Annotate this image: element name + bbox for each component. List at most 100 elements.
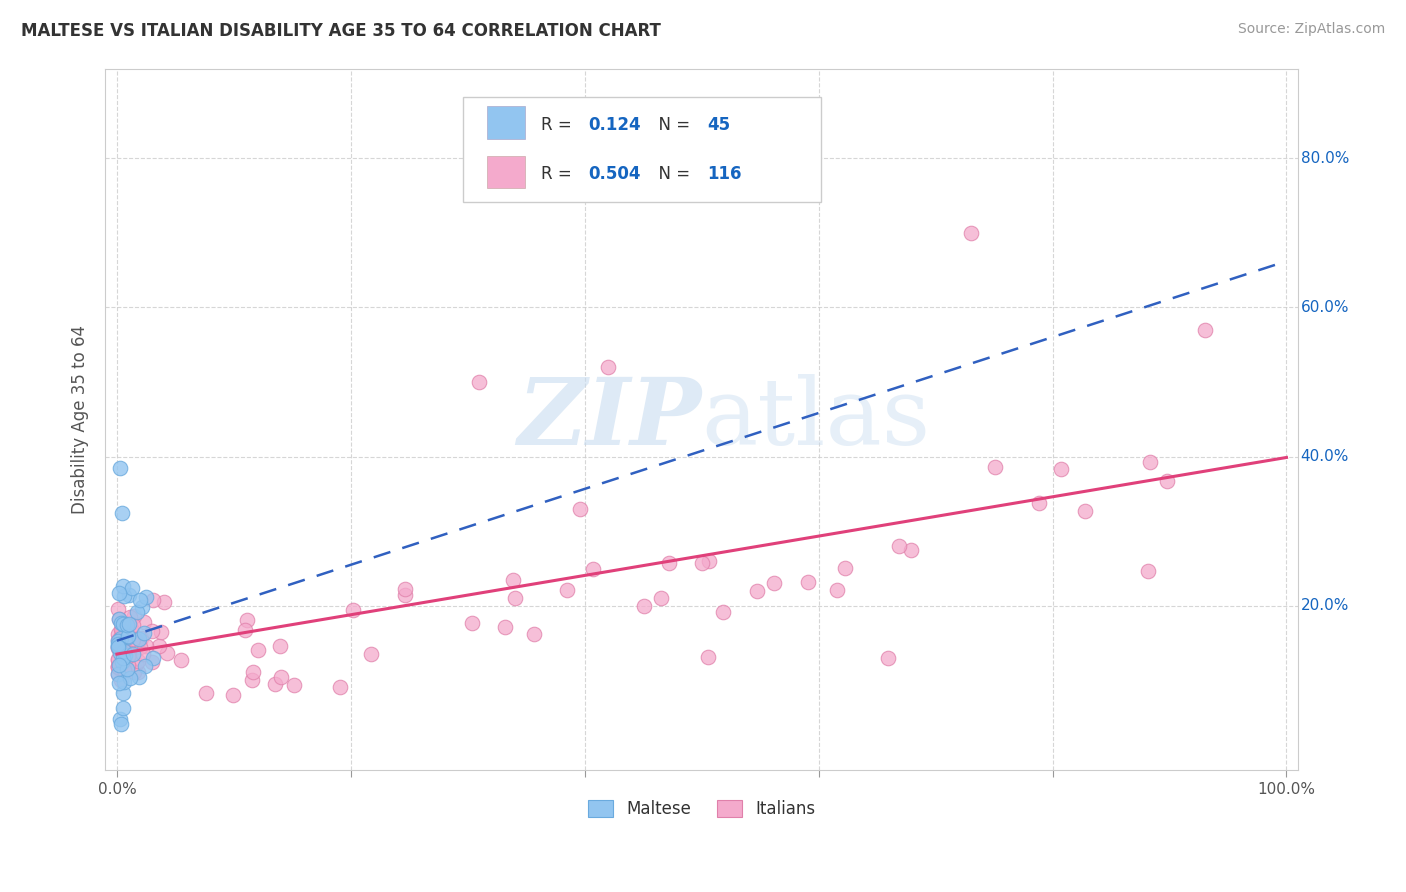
Point (127, 654, 149, 668)
Point (1050, 462, 1073, 476)
Point (115, 642, 138, 657)
Point (107, 634, 129, 648)
Text: 45: 45 (707, 116, 731, 134)
Point (131, 599, 153, 614)
Point (269, 639, 291, 653)
Point (122, 632, 145, 647)
Point (1028, 496, 1050, 510)
Point (112, 589, 135, 603)
Text: 0.504: 0.504 (588, 165, 641, 183)
Point (959, 226, 981, 240)
Point (745, 584, 768, 599)
Point (112, 635, 135, 649)
Point (153, 595, 176, 609)
Point (107, 653, 129, 667)
Point (135, 639, 157, 653)
Point (114, 648, 136, 662)
Point (110, 644, 132, 658)
Point (122, 665, 145, 679)
Point (118, 588, 141, 602)
Point (156, 646, 179, 660)
Point (468, 375, 491, 389)
Point (142, 592, 165, 607)
Point (121, 648, 143, 662)
Point (135, 591, 157, 605)
Point (121, 635, 143, 649)
Point (108, 712, 131, 726)
Point (1074, 503, 1097, 517)
Point (825, 582, 848, 597)
Point (117, 629, 139, 643)
Text: Source: ZipAtlas.com: Source: ZipAtlas.com (1237, 22, 1385, 37)
Text: R =: R = (541, 165, 576, 183)
Point (112, 644, 135, 658)
Point (124, 608, 146, 623)
Text: 40.0%: 40.0% (1301, 449, 1348, 464)
Point (111, 624, 134, 638)
Point (598, 359, 620, 374)
Point (107, 639, 129, 653)
Point (107, 640, 129, 654)
Text: atlas: atlas (702, 375, 931, 464)
Point (1136, 564, 1159, 578)
Point (107, 627, 129, 641)
Point (1194, 323, 1216, 337)
Y-axis label: Disability Age 35 to 64: Disability Age 35 to 64 (72, 325, 89, 514)
Point (696, 650, 718, 665)
Text: 20.0%: 20.0% (1301, 599, 1348, 614)
Point (240, 673, 263, 688)
Text: 60.0%: 60.0% (1301, 300, 1348, 315)
FancyBboxPatch shape (486, 155, 524, 188)
Point (108, 675, 131, 690)
Point (108, 658, 131, 673)
Text: MALTESE VS ITALIAN DISABILITY AGE 35 TO 64 CORRELATION CHART: MALTESE VS ITALIAN DISABILITY AGE 35 TO … (21, 22, 661, 40)
Point (108, 633, 131, 648)
Point (120, 624, 142, 638)
Point (129, 640, 152, 655)
Point (633, 599, 655, 613)
Point (107, 640, 129, 655)
Point (233, 623, 256, 637)
Point (711, 605, 734, 619)
Point (141, 655, 163, 669)
Point (108, 612, 131, 626)
Point (148, 639, 170, 653)
Point (111, 617, 134, 632)
Point (128, 632, 150, 646)
Point (984, 459, 1007, 474)
Point (1139, 455, 1161, 469)
Point (125, 605, 148, 619)
Point (121, 581, 143, 595)
Point (131, 631, 153, 645)
Point (112, 643, 135, 657)
Point (107, 659, 129, 673)
Point (115, 640, 138, 654)
Point (108, 612, 131, 626)
Point (107, 633, 129, 648)
Point (195, 686, 218, 700)
Point (141, 624, 163, 638)
Point (762, 575, 785, 590)
Point (658, 556, 681, 570)
Point (650, 591, 672, 606)
Point (149, 624, 172, 639)
Point (242, 665, 264, 679)
Point (112, 701, 135, 715)
Point (110, 631, 132, 645)
Point (131, 647, 153, 661)
Point (889, 539, 911, 553)
Point (110, 662, 132, 676)
Text: 80.0%: 80.0% (1301, 151, 1348, 166)
Point (110, 637, 132, 651)
Point (797, 574, 820, 589)
FancyBboxPatch shape (486, 106, 524, 138)
Point (110, 673, 132, 687)
Point (107, 601, 129, 615)
Point (110, 615, 132, 630)
Point (110, 634, 132, 648)
Point (170, 653, 193, 667)
Point (114, 630, 136, 644)
Point (110, 632, 132, 646)
Point (107, 667, 129, 681)
Point (110, 657, 132, 672)
